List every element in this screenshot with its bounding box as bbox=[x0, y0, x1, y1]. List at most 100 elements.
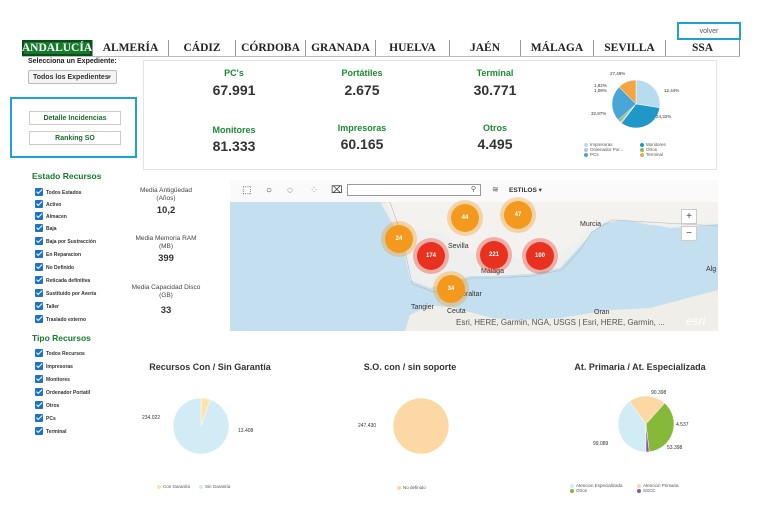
filter-estado[interactable]: Reticada definitiva bbox=[35, 274, 90, 285]
checkbox-checked-icon[interactable] bbox=[35, 288, 43, 297]
tab-malaga[interactable]: MÁLAGA bbox=[520, 40, 593, 56]
tab-sevilla[interactable]: SEVILLA bbox=[593, 40, 665, 56]
checkbox-checked-icon[interactable] bbox=[35, 400, 43, 409]
checkbox-checked-icon[interactable] bbox=[35, 236, 43, 245]
select-rectangle-icon[interactable]: ⬚ bbox=[242, 185, 252, 196]
map-cluster-marker[interactable]: 221 bbox=[480, 241, 508, 269]
legend-swatch bbox=[199, 484, 203, 489]
checkbox-checked-icon[interactable] bbox=[35, 348, 43, 357]
checkbox-checked-icon[interactable] bbox=[35, 211, 43, 220]
kpi-pcs-value: 67.991 bbox=[212, 82, 256, 98]
map-cluster-marker[interactable]: 47 bbox=[504, 201, 532, 229]
kpi-monitores-label: Monitores bbox=[212, 125, 256, 135]
filter-estado[interactable]: Traslado externo bbox=[35, 313, 86, 324]
checkbox-checked-icon[interactable] bbox=[35, 387, 43, 396]
filter-estado[interactable]: Taller bbox=[35, 300, 59, 311]
legend-swatch bbox=[570, 483, 574, 488]
checkbox-checked-icon[interactable] bbox=[35, 413, 43, 422]
filter-estado[interactable]: Baja por Sustracción bbox=[35, 235, 96, 246]
filter-estado[interactable]: Sustituido por Avería bbox=[35, 287, 96, 298]
checkbox-checked-icon[interactable] bbox=[35, 426, 43, 435]
tab-almeria[interactable]: ALMERÍA bbox=[92, 40, 168, 56]
filter-label: Baja por Sustracción bbox=[46, 238, 97, 245]
pie-slice-monitores[interactable] bbox=[621, 103, 660, 129]
checkbox-checked-icon[interactable] bbox=[35, 361, 43, 370]
detalle-incidencias-button[interactable]: Detalle Incidencias bbox=[29, 111, 121, 125]
select-lasso-icon[interactable]: ◌ bbox=[287, 185, 293, 196]
map-styles-dropdown[interactable]: ESTILOS ▾ bbox=[509, 186, 542, 194]
checkbox-checked-icon[interactable] bbox=[35, 262, 43, 271]
expedient-selected: Todos los Expedientes bbox=[33, 73, 109, 81]
media-disco-value: 33 bbox=[160, 305, 172, 316]
filter-tipo[interactable]: Terminal bbox=[35, 425, 66, 436]
expedient-label: Selecciona un Expediente: bbox=[28, 58, 117, 65]
legend-label: No definido bbox=[403, 485, 426, 490]
pie-slice-sin-garant-a[interactable] bbox=[172, 397, 230, 455]
filter-label: Activo bbox=[46, 201, 62, 208]
tab-huelva[interactable]: HUELVA bbox=[375, 40, 449, 56]
select-point-icon[interactable]: ⁘ bbox=[310, 185, 319, 196]
pie-slice-atencion-especializada[interactable] bbox=[617, 400, 647, 453]
pie-slice-impresoras[interactable] bbox=[635, 79, 661, 109]
filter-label: Todos Recursos bbox=[46, 350, 85, 357]
checkbox-checked-icon[interactable] bbox=[35, 199, 43, 208]
map-cluster-marker[interactable]: 174 bbox=[417, 242, 445, 270]
layers-icon[interactable]: ≋ bbox=[492, 185, 499, 194]
filter-estado[interactable]: Activo bbox=[35, 198, 61, 209]
tab-cordoba[interactable]: CÓRDOBA bbox=[235, 40, 305, 56]
filter-tipo[interactable]: Todos Recursos bbox=[35, 347, 85, 358]
clear-selection-icon[interactable]: ⌧ bbox=[331, 185, 343, 196]
search-icon[interactable]: ⚲ bbox=[470, 186, 476, 193]
map-cluster-marker[interactable]: 44 bbox=[451, 204, 479, 232]
kpi-terminal-value: 30.771 bbox=[473, 82, 517, 98]
zoom-out-button[interactable]: − bbox=[681, 226, 697, 241]
map-cluster-marker[interactable]: 34 bbox=[437, 275, 465, 303]
tab-granada[interactable]: GRANADA bbox=[305, 40, 375, 56]
filter-tipo[interactable]: Ordenador Portatil bbox=[35, 386, 90, 397]
filter-label: Monitores bbox=[46, 376, 70, 383]
pie-slice-atencion-primaria[interactable] bbox=[629, 395, 666, 425]
checkbox-checked-icon[interactable] bbox=[35, 301, 43, 310]
legend-item: Con Garantía bbox=[157, 484, 190, 489]
map-city-label: Gibraltar bbox=[455, 291, 482, 298]
filter-tipo[interactable]: PCs bbox=[35, 412, 56, 423]
filter-tipo[interactable]: Impresoras bbox=[35, 360, 73, 371]
legend-label: Atencion Especializada bbox=[576, 483, 623, 488]
tab-cadiz[interactable]: CÁDIZ bbox=[168, 40, 235, 56]
select-circle-icon[interactable]: ○ bbox=[266, 185, 273, 196]
checkbox-checked-icon[interactable] bbox=[35, 187, 43, 196]
filter-estado[interactable]: Baja bbox=[35, 222, 57, 233]
filter-tipo[interactable]: Monitores bbox=[35, 373, 70, 384]
zoom-in-button[interactable]: + bbox=[681, 209, 697, 224]
filter-estado[interactable]: No Definido bbox=[35, 261, 74, 272]
map-cluster-marker[interactable]: 24 bbox=[385, 225, 413, 253]
atencion-value-otros: 90.398 bbox=[651, 390, 667, 396]
pie-slice-terminal[interactable] bbox=[618, 79, 637, 105]
ranking-so-button[interactable]: Ranking SO bbox=[29, 131, 121, 145]
checkbox-checked-icon[interactable] bbox=[35, 223, 43, 232]
media-disco-label-2: (GB) bbox=[159, 292, 173, 299]
map-view[interactable] bbox=[230, 180, 718, 331]
map-cluster-marker[interactable]: 100 bbox=[526, 242, 554, 270]
pie-slice-pcs[interactable] bbox=[611, 86, 637, 121]
filter-estado[interactable]: En Reparacion bbox=[35, 248, 81, 259]
back-button[interactable]: volver bbox=[677, 22, 741, 40]
filter-label: Todos Estados bbox=[46, 189, 82, 196]
pie-slice-otros[interactable] bbox=[645, 402, 675, 453]
checkbox-checked-icon[interactable] bbox=[35, 314, 43, 323]
expedient-select[interactable]: Todos los Expedientes ▾ bbox=[28, 70, 117, 84]
filter-tipo[interactable]: Otros bbox=[35, 399, 59, 410]
filter-label: Taller bbox=[46, 303, 59, 310]
filter-estado[interactable]: Almacen bbox=[35, 210, 67, 221]
checkbox-checked-icon[interactable] bbox=[35, 374, 43, 383]
legend-item: Atencion Especializada bbox=[570, 483, 623, 488]
pie-slice-sscc[interactable] bbox=[645, 423, 650, 453]
tab-jaen[interactable]: JAÉN bbox=[449, 40, 520, 56]
filter-estado[interactable]: Todos Estados bbox=[35, 186, 81, 197]
checkbox-checked-icon[interactable] bbox=[35, 275, 43, 284]
checkbox-checked-icon[interactable] bbox=[35, 249, 43, 258]
tab-andalucia[interactable]: ANDALUCÍA bbox=[21, 40, 93, 56]
pie-slice-no-definido[interactable] bbox=[392, 397, 450, 455]
tab-ssa[interactable]: SSA bbox=[665, 40, 740, 56]
map-search-input[interactable]: ⚲ bbox=[347, 184, 481, 196]
